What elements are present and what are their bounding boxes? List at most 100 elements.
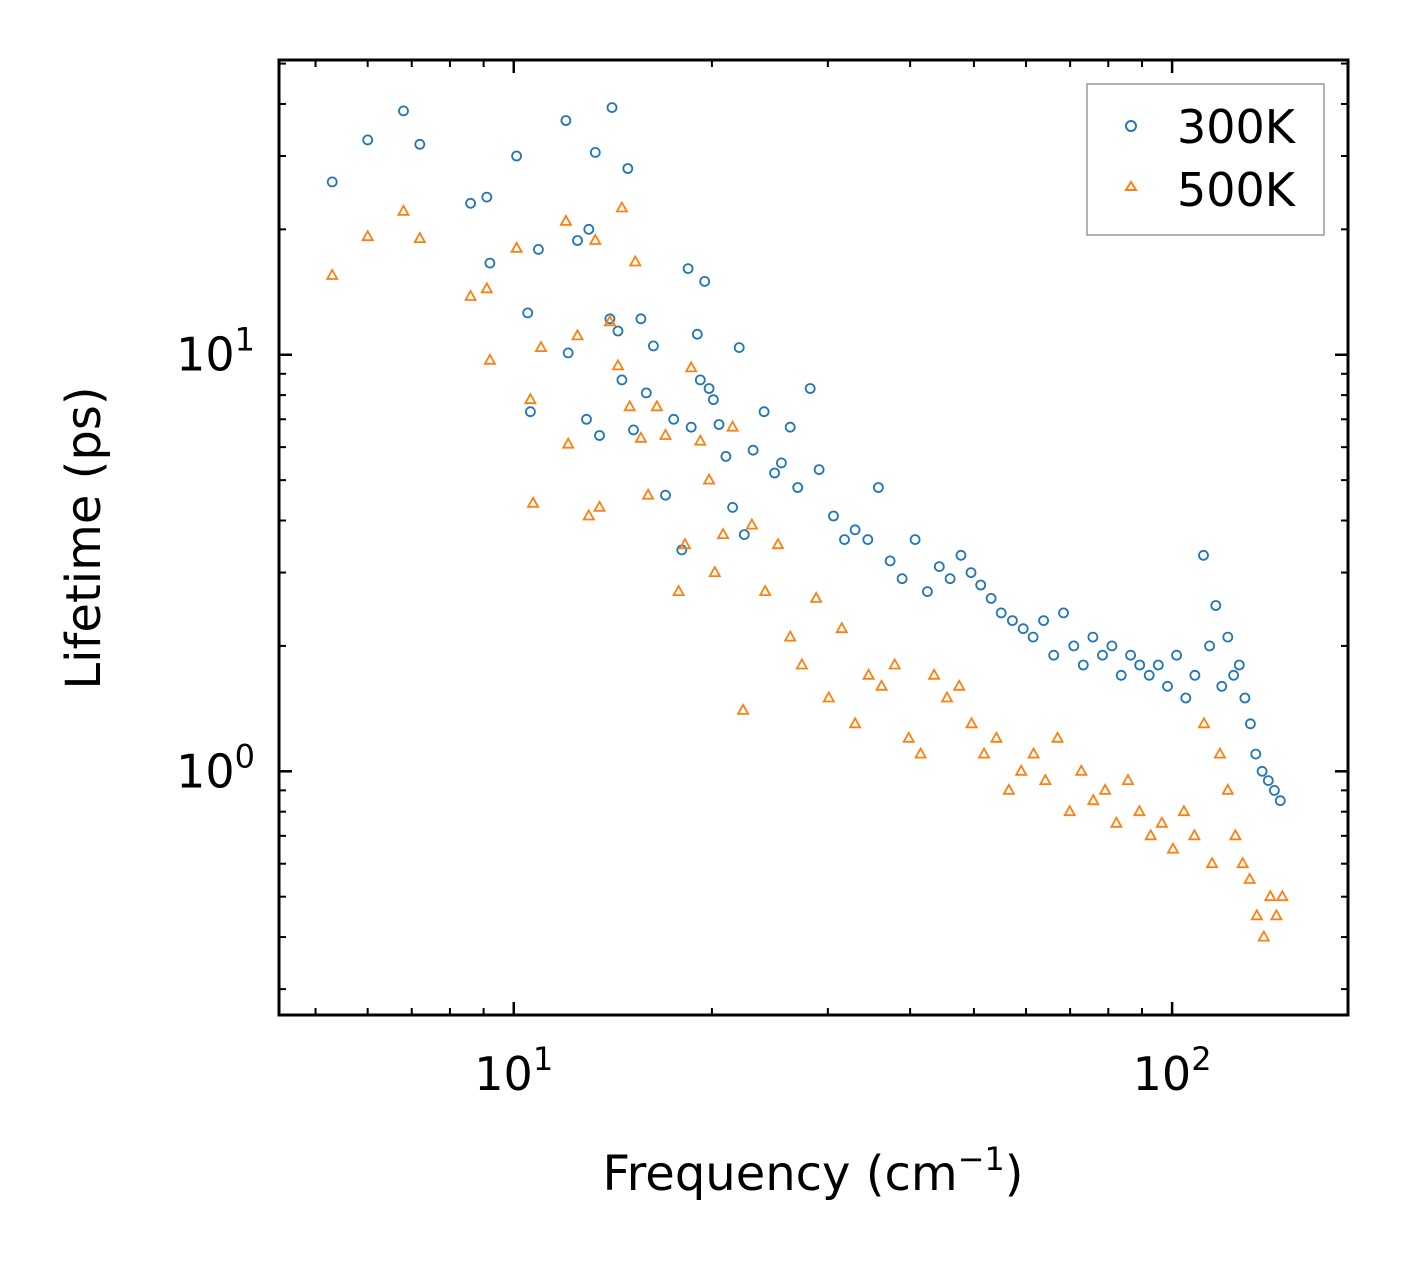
- data-point: [525, 406, 536, 418]
- data-point: [1121, 773, 1135, 785]
- data-point: [1171, 649, 1182, 661]
- data-point: [977, 746, 991, 759]
- data-point: [944, 573, 956, 585]
- data-point: [828, 510, 839, 522]
- data-point: [1134, 659, 1146, 671]
- data-point: [1038, 615, 1049, 626]
- data-point: [511, 150, 522, 162]
- data-point: [776, 457, 787, 469]
- data-point: [691, 328, 703, 340]
- data-point: [582, 508, 596, 521]
- data-point: [758, 406, 770, 418]
- legend-label-300k: 300K: [1177, 100, 1297, 154]
- data-point: [1143, 669, 1155, 681]
- data-point: [1275, 889, 1289, 902]
- data-point: [615, 200, 629, 213]
- data-point: [481, 191, 493, 203]
- data-point: [1074, 763, 1088, 776]
- data-points: [325, 102, 1289, 942]
- data-point: [672, 584, 686, 596]
- data-point: [628, 254, 642, 267]
- data-point: [1197, 716, 1211, 729]
- data-point: [685, 421, 697, 433]
- data-point: [570, 328, 585, 341]
- data-point: [398, 105, 409, 117]
- x-axis-label: Frequency (cm−1): [602, 1140, 1023, 1202]
- data-point: [733, 342, 745, 354]
- data-point: [1115, 669, 1127, 681]
- data-point: [559, 214, 573, 226]
- data-point: [694, 374, 706, 386]
- data-point: [1166, 841, 1180, 854]
- data-point: [1048, 649, 1060, 661]
- data-point: [581, 413, 592, 425]
- data-point: [1263, 889, 1277, 902]
- series-500k: [325, 200, 1289, 942]
- data-point: [1189, 669, 1201, 681]
- data-point: [1228, 828, 1242, 841]
- data-point: [1132, 804, 1146, 817]
- data-point: [952, 678, 966, 691]
- data-point: [1077, 659, 1089, 671]
- data-point: [995, 607, 1007, 619]
- data-point: [1027, 746, 1041, 759]
- data-point: [902, 730, 916, 743]
- data-point: [612, 325, 624, 337]
- data-point: [720, 450, 732, 462]
- data-point: [839, 534, 850, 545]
- data-point: [1198, 549, 1209, 561]
- data-point: [792, 482, 804, 493]
- data-point: [1152, 659, 1164, 671]
- data-point: [1239, 692, 1251, 704]
- legend-box: [1086, 83, 1325, 236]
- data-point: [1221, 783, 1235, 795]
- data-point: [965, 716, 979, 729]
- data-point: [896, 573, 908, 585]
- data-point: [888, 657, 902, 670]
- data-point: [589, 146, 601, 158]
- data-point: [922, 586, 933, 597]
- data-point: [635, 313, 647, 325]
- data-point: [783, 629, 797, 642]
- data-point: [1233, 659, 1245, 671]
- data-point: [361, 229, 375, 242]
- data-point: [738, 529, 750, 540]
- series-300k: [326, 102, 1286, 807]
- data-point: [1014, 763, 1028, 776]
- data-point: [771, 537, 785, 550]
- data-point: [985, 593, 997, 604]
- data-point: [736, 703, 750, 715]
- data-point: [1106, 640, 1118, 652]
- legend-marker-500k: [1124, 180, 1138, 191]
- data-point: [1144, 828, 1158, 841]
- data-point: [480, 281, 494, 294]
- data-point: [604, 313, 616, 325]
- data-point: [1109, 815, 1123, 828]
- data-point: [835, 621, 849, 634]
- data-point: [862, 534, 874, 545]
- data-point: [745, 517, 759, 530]
- axis-ticks: 101 102 100 101: [176, 60, 1348, 1101]
- data-point: [641, 487, 655, 500]
- data-point: [325, 268, 339, 280]
- data-point: [1155, 815, 1169, 828]
- data-point: [940, 690, 954, 703]
- data-point: [1027, 631, 1039, 643]
- data-point: [849, 524, 861, 536]
- data-point: [1002, 783, 1016, 795]
- data-point: [678, 537, 692, 550]
- data-point: [1216, 680, 1228, 692]
- plot-frame: [277, 58, 1350, 1017]
- data-point: [1187, 828, 1201, 841]
- data-point: [660, 489, 671, 501]
- data-point: [1269, 908, 1283, 921]
- data-point: [414, 138, 426, 150]
- y-axis-label: Lifetime (ps): [56, 386, 112, 689]
- data-point: [1245, 718, 1256, 730]
- data-point: [1017, 623, 1029, 635]
- data-point: [1058, 607, 1069, 619]
- y-tick-label: 100: [176, 737, 255, 798]
- data-point: [708, 394, 719, 406]
- data-point: [1250, 908, 1264, 921]
- data-point: [484, 257, 496, 269]
